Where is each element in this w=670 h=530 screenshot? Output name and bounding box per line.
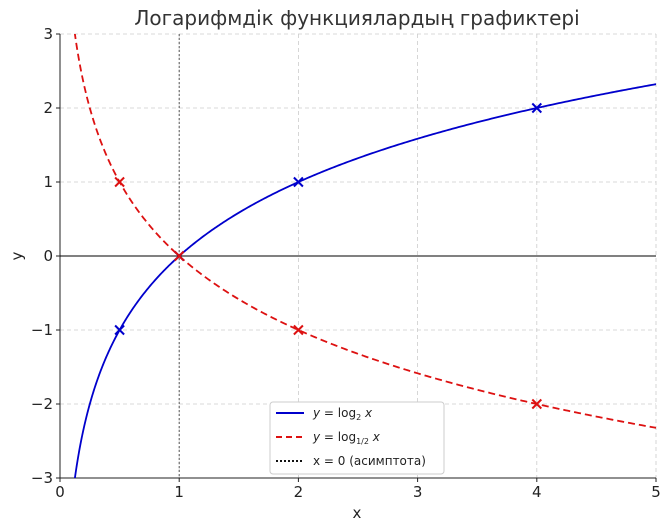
- x-tick-label: 0: [55, 483, 65, 501]
- legend-label-log-half: y = log1/2 x: [312, 430, 381, 446]
- marker-log-half: [114, 176, 125, 188]
- x-tick-label: 1: [174, 483, 184, 501]
- y-tick-label: 1: [43, 173, 53, 191]
- marker-stroke: [531, 102, 543, 114]
- y-tick-label: 2: [43, 99, 53, 117]
- y-tick-label: 0: [43, 247, 53, 265]
- series-line-log2: [73, 83, 656, 478]
- marker-stroke: [173, 250, 185, 262]
- data-markers: [114, 102, 543, 410]
- marker-stroke: [293, 176, 304, 188]
- x-axis-label: x: [353, 504, 362, 522]
- legend: y = log2 x y = log1/2 x x = 0 (асимптота…: [269, 401, 445, 475]
- y-tick-label: −3: [31, 469, 53, 487]
- marker-log2: [114, 324, 125, 336]
- legend-label-asymptote: x = 0 (асимптота): [313, 454, 426, 468]
- marker-stroke: [531, 398, 543, 410]
- marker-log2: [531, 102, 543, 114]
- y-axis-label: y: [8, 251, 26, 260]
- marker-log-half: [293, 324, 304, 336]
- y-tick-label: 3: [43, 25, 53, 43]
- marker-stroke: [293, 324, 304, 336]
- legend-box: [269, 401, 445, 475]
- x-tick-label: 4: [532, 483, 542, 501]
- x-tick-label: 3: [413, 483, 423, 501]
- marker-stroke: [114, 324, 125, 336]
- series-line-log-half: [73, 34, 656, 429]
- marker-stroke: [114, 176, 125, 188]
- tick-labels: 0 1 2 3 4 5 −3 −2 −1 0 1 2 3: [31, 25, 661, 501]
- marker-log-half: [531, 398, 543, 410]
- x-tick-label: 2: [294, 483, 304, 501]
- y-tick-label: −2: [31, 395, 53, 413]
- x-tick-label: 5: [651, 483, 661, 501]
- curves: [73, 34, 656, 478]
- chart-title: Логарифмдік функциялардың графиктері: [134, 6, 579, 30]
- marker-log2: [293, 176, 304, 188]
- legend-label-log2: y = log2 x: [312, 406, 373, 422]
- y-tick-label: −1: [31, 321, 53, 339]
- marker-log-half: [173, 250, 185, 262]
